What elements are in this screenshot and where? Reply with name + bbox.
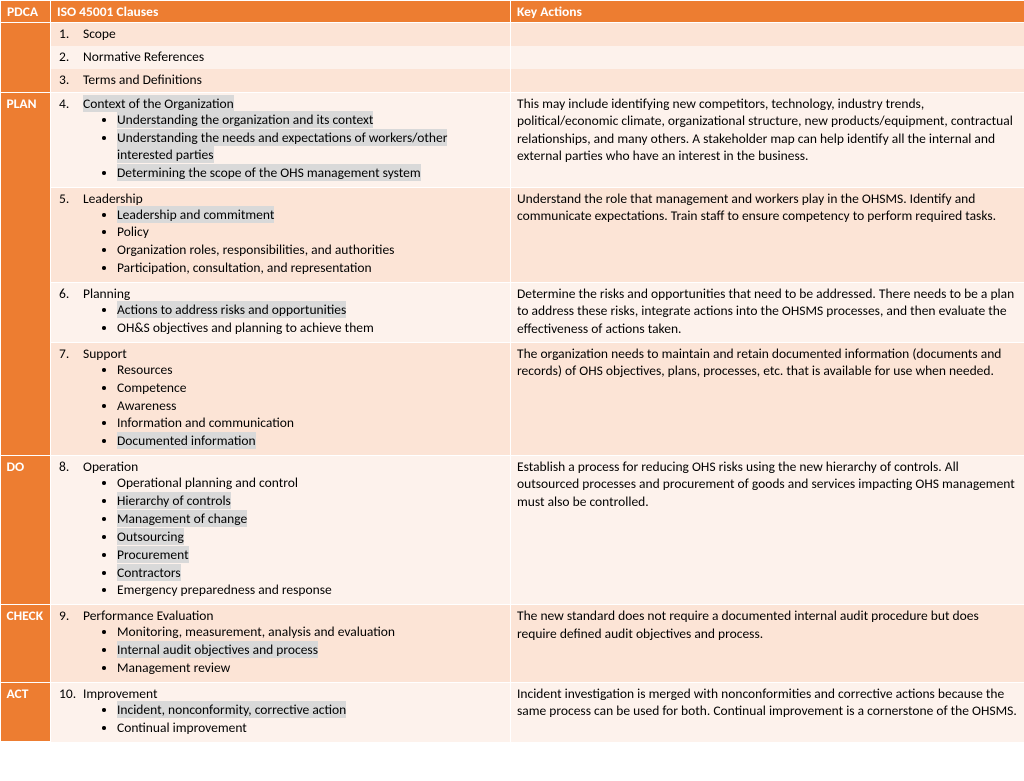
header-key-actions: Key Actions	[511, 1, 1024, 23]
key-action-7: The organization needs to maintain and r…	[517, 345, 1019, 380]
table-row: DO 8 Operation Operational planning and …	[1, 456, 1024, 605]
clause-5: 5 Leadership Leadership and commitment P…	[57, 190, 504, 281]
clause-4: 4 Context of the Organization Understand…	[57, 95, 504, 185]
clause-8: 8 Operation Operational planning and con…	[57, 458, 504, 602]
key-action-6: Determine the risks and opportunities th…	[517, 285, 1019, 337]
clause-6: 6 Planning Actions to address risks and …	[57, 285, 504, 340]
table-row: PLAN 4 Context of the Organization Under…	[1, 93, 1024, 188]
pdca-iso-table: PDCA ISO 45001 Clauses Key Actions 1 Sco…	[0, 0, 1024, 742]
clause-9: 9 Performance Evaluation Monitoring, mea…	[57, 607, 504, 680]
table-row: 7 Support Resources Competence Awareness…	[1, 342, 1024, 455]
table-row: 5 Leadership Leadership and commitment P…	[1, 187, 1024, 283]
key-action-4: This may include identifying new competi…	[517, 95, 1019, 164]
table-row: 1 Scope	[1, 23, 1024, 47]
clause-2: 2 Normative References	[57, 48, 504, 65]
phase-act: ACT	[1, 682, 51, 741]
key-action-5: Understand the role that management and …	[517, 190, 1019, 225]
clause-3: 3 Terms and Definitions	[57, 71, 504, 88]
table-row: CHECK 9 Performance Evaluation Monitorin…	[1, 605, 1024, 683]
table-row: 6 Planning Actions to address risks and …	[1, 283, 1024, 343]
table-row: ACT 10 Improvement Incident, nonconformi…	[1, 682, 1024, 741]
key-action-9: The new standard does not require a docu…	[517, 607, 1019, 642]
table-row: 3 Terms and Definitions	[1, 69, 1024, 93]
header-pdca: PDCA	[1, 1, 51, 23]
table-header-row: PDCA ISO 45001 Clauses Key Actions	[1, 1, 1024, 23]
clause-10: 10 Improvement Incident, nonconformity, …	[57, 685, 504, 740]
phase-check: CHECK	[1, 605, 51, 683]
clause-1: 1 Scope	[57, 25, 504, 42]
key-action-8: Establish a process for reducing OHS ris…	[517, 458, 1019, 510]
header-clauses: ISO 45001 Clauses	[51, 1, 511, 23]
key-action-10: Incident investigation is merged with no…	[517, 685, 1019, 720]
phase-plan: PLAN	[1, 93, 51, 456]
table-row: 2 Normative References	[1, 46, 1024, 69]
phase-do: DO	[1, 456, 51, 605]
clause-7: 7 Support Resources Competence Awareness…	[57, 345, 504, 453]
